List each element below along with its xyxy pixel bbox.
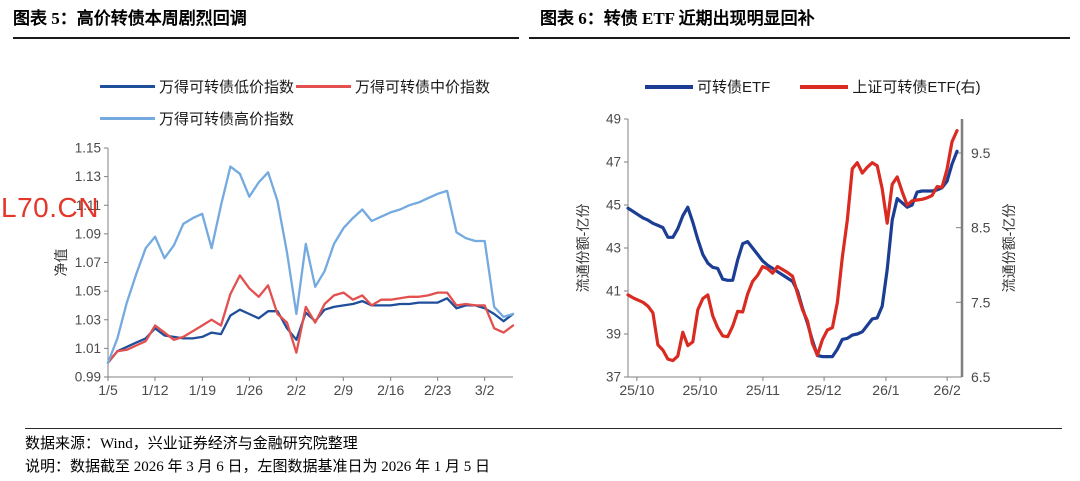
- y-axis-tick-label: 1.01: [75, 341, 101, 356]
- legend-label: 万得可转债低价指数: [159, 79, 295, 96]
- series-line-1: [106, 274, 515, 364]
- legend-item-high-index: 万得可转债高价指数: [100, 108, 296, 129]
- y-axis-title-left: 流通份额-亿份: [575, 204, 591, 293]
- y-axis-right-tick-label: 6.5: [971, 369, 991, 385]
- x-axis-tick-label: 25/12: [807, 382, 842, 398]
- figure5-legend: 万得可转债低价指数 万得可转债中价指数 万得可转债高价指数: [100, 76, 520, 129]
- y-axis-tick-label: 37: [606, 370, 621, 385]
- series-line-0: [106, 297, 515, 364]
- y-axis-tick-label: 41: [606, 284, 621, 299]
- y-axis-tick-label: 43: [606, 241, 621, 256]
- legend-line-swatch: [296, 84, 351, 89]
- x-axis-tick-label: 1/5: [98, 382, 118, 398]
- figure5-title-rule: [13, 37, 519, 39]
- figure5-line-chart: 0.99 1.01 1.03 1.05 1.07 1.09 1.11 1.13 1.15 1/5 1…: [53, 141, 515, 398]
- legend-line-swatch: [800, 84, 849, 89]
- y-axis-tick-label: 1.03: [75, 312, 101, 327]
- note-line: 说明：数据截至 2026 年 3 月 6 日，左图数据基准日为 2026 年 1…: [25, 459, 491, 475]
- y-axis-title-right: 流通份额-亿份: [1001, 204, 1017, 293]
- x-axis-tick-label: 3/2: [475, 382, 495, 398]
- figure6-title: 图表 6：转债 ETF 近期出现明显回补: [540, 9, 815, 28]
- legend-item-sse-cb-etf: 上证可转债ETF(右): [800, 76, 981, 97]
- watermark: L70.CN: [1, 192, 99, 223]
- legend-item-low-index: 万得可转债低价指数: [100, 76, 296, 97]
- legend-item-mid-index: 万得可转债中价指数: [296, 76, 492, 97]
- y-axis-tick-label: 0.99: [75, 370, 101, 385]
- y-axis-tick-label: 49: [606, 112, 621, 127]
- series-line-2: [106, 165, 515, 364]
- legend-label: 上证可转债ETF(右): [852, 79, 981, 96]
- y-axis-tick-label: 1.15: [75, 141, 101, 156]
- legend-item-cb-etf: 可转债ETF: [645, 76, 770, 97]
- x-axis-tick-label: 25/11: [746, 382, 780, 398]
- figure5-title: 图表 5：高价转债本周剧烈回调: [13, 9, 247, 28]
- footer-divider: [25, 428, 1062, 429]
- legend-line-swatch: [645, 84, 693, 89]
- y-axis-tick-label: 1.07: [75, 255, 101, 270]
- y-axis-right-tick-label: 8.5: [971, 220, 991, 236]
- y-axis-tick-label: 1.11: [76, 198, 101, 213]
- x-axis-tick-label: 25/10: [683, 382, 718, 398]
- data-source-line: 数据来源：Wind，兴业证券经济与金融研究院整理: [25, 436, 358, 452]
- y-axis-tick-label: 1.13: [75, 169, 101, 184]
- y-axis-right-tick-label: 7.5: [971, 294, 991, 310]
- legend-label: 万得可转债中价指数: [355, 79, 491, 96]
- x-axis-tick-label: 1/26: [236, 382, 263, 398]
- series-line-1: [626, 129, 959, 363]
- x-axis-tick-label: 2/9: [334, 382, 354, 398]
- figure6-line-chart: 37 39 41 43 45 47 49 6.5 7.5 8.5 9.5 25/10 25/10 25/1…: [575, 112, 1017, 399]
- figure6-legend: 可转债ETF 上证可转债ETF(右): [645, 76, 981, 97]
- y-axis-tick-label: 39: [606, 327, 621, 342]
- legend-line-swatch: [100, 116, 155, 121]
- x-axis-tick-label: 25/10: [619, 382, 654, 398]
- legend-label: 可转债ETF: [697, 79, 771, 96]
- figure6-title-rule: [529, 37, 1070, 39]
- y-axis-right-tick-label: 9.5: [971, 145, 991, 161]
- x-axis-tick-label: 2/2: [287, 382, 307, 398]
- y-axis-tick-label: 47: [606, 155, 621, 170]
- x-axis-tick-label: 26/1: [872, 382, 899, 398]
- series-line-0: [626, 149, 959, 359]
- x-axis-tick-label: 2/23: [424, 382, 451, 398]
- x-axis-tick-label: 26/2: [934, 382, 961, 398]
- y-axis-tick-label: 1.05: [75, 284, 101, 299]
- x-axis-tick-label: 2/16: [377, 382, 404, 398]
- y-axis-title-left: 净值: [53, 249, 69, 277]
- legend-label: 万得可转债高价指数: [159, 111, 295, 128]
- y-axis-tick-label: 1.09: [75, 226, 101, 241]
- legend-line-swatch: [100, 84, 155, 89]
- x-axis-tick-label: 1/12: [141, 382, 168, 398]
- y-axis-tick-label: 45: [606, 198, 621, 213]
- x-axis-tick-label: 1/19: [189, 382, 216, 398]
